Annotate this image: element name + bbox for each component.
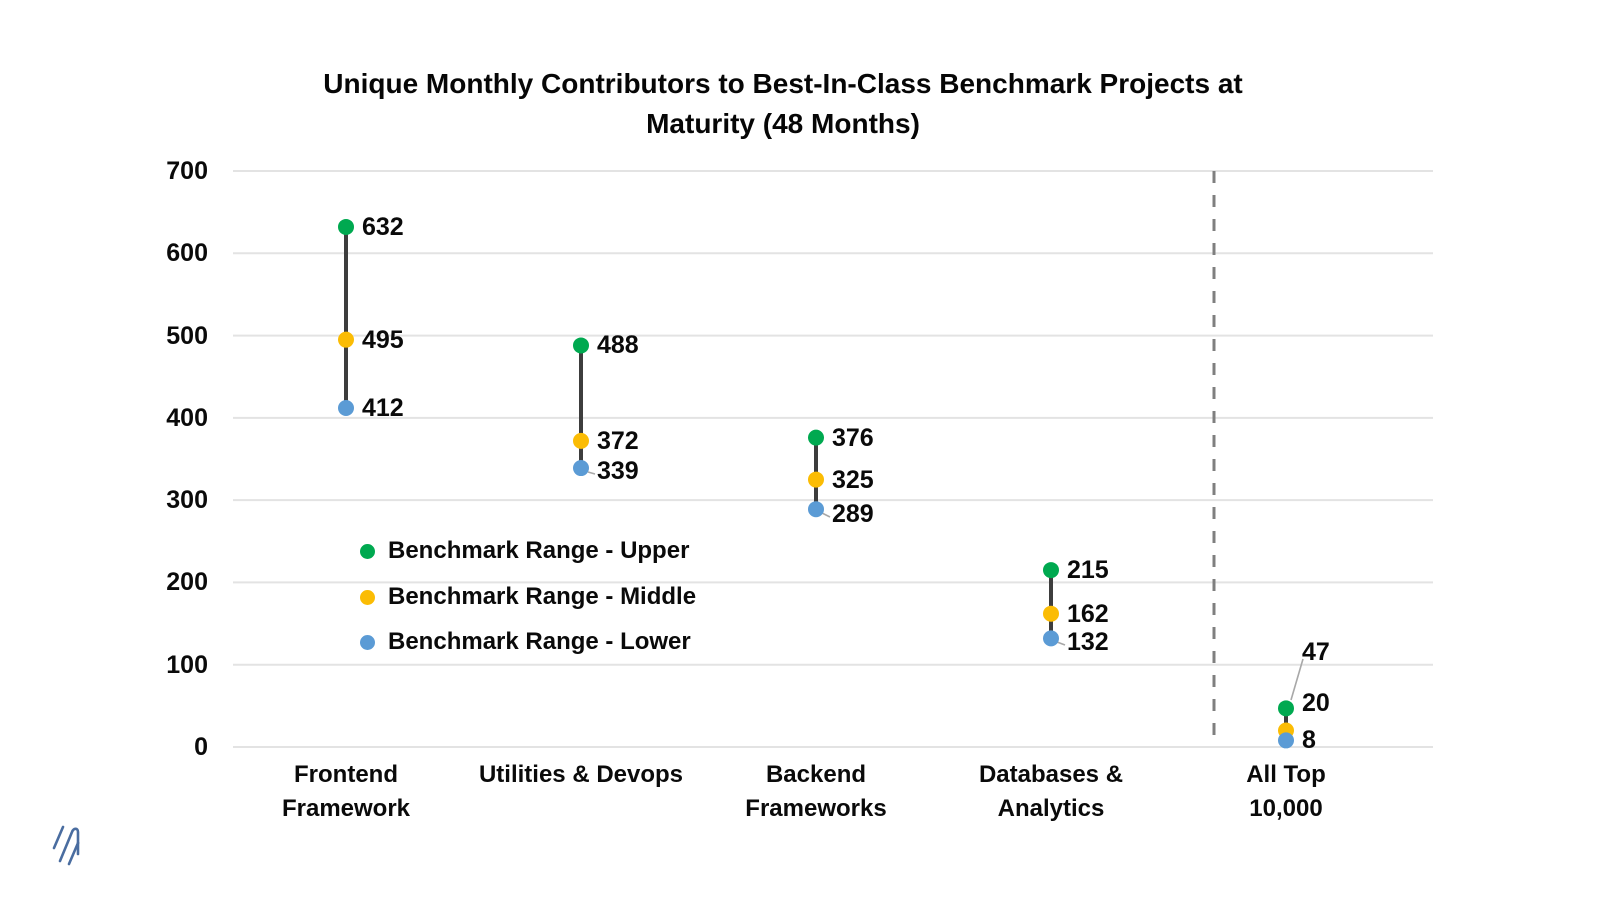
x-axis-label-line: Frontend bbox=[294, 761, 398, 788]
dot-lower-all-top-10-000 bbox=[1278, 732, 1294, 749]
data-label-upper-utilities-devops: 488 bbox=[597, 331, 639, 360]
y-axis-label-200: 200 bbox=[166, 568, 208, 597]
x-axis-label-line: All Top bbox=[1246, 761, 1326, 788]
dot-middle-databases-analytics bbox=[1043, 605, 1059, 622]
dot-upper-frontend-framework bbox=[338, 218, 354, 235]
data-label-middle-frontend-framework: 495 bbox=[362, 325, 404, 354]
chart-title-line-2: Maturity (48 Months) bbox=[646, 108, 920, 139]
dot-lower-databases-analytics bbox=[1043, 630, 1059, 647]
data-label-lower-backend-frameworks: 289 bbox=[832, 500, 874, 528]
legend-dot-2 bbox=[360, 589, 375, 605]
y-axis-label-100: 100 bbox=[166, 650, 208, 679]
data-label-lower-frontend-framework: 412 bbox=[362, 393, 404, 422]
chart-title-line-1: Unique Monthly Contributors to Best-In-C… bbox=[323, 68, 1243, 99]
legend-label-1: Benchmark Range - Upper bbox=[388, 537, 690, 564]
dot-middle-frontend-framework bbox=[338, 331, 354, 348]
y-axis-label-300: 300 bbox=[166, 486, 208, 515]
data-label-middle-backend-frameworks: 325 bbox=[832, 465, 874, 494]
legend-item-middle: Benchmark Range - Middle bbox=[360, 580, 696, 614]
x-axis-label-databases-analytics: Databases & Analytics bbox=[921, 758, 1181, 826]
x-axis-label-line: 10,000 bbox=[1249, 795, 1323, 822]
logo-mark bbox=[52, 825, 80, 866]
label-leader-1 bbox=[821, 512, 831, 518]
label-leader-3 bbox=[1290, 658, 1304, 701]
dot-middle-utilities-devops bbox=[573, 432, 589, 449]
x-axis-label-line: Utilities & Devops bbox=[478, 761, 684, 788]
logo-strokes bbox=[52, 825, 80, 866]
data-label-lower-databases-analytics: 132 bbox=[1067, 628, 1109, 656]
data-label-upper-databases-analytics: 215 bbox=[1067, 556, 1109, 585]
data-label-middle-databases-analytics: 162 bbox=[1067, 599, 1109, 628]
x-axis-label-backend-frameworks: Backend Frameworks bbox=[686, 758, 946, 826]
label-leader-2 bbox=[1056, 641, 1066, 646]
data-label-lower-utilities-devops: 339 bbox=[597, 457, 639, 485]
data-label-middle-utilities-devops: 372 bbox=[597, 426, 639, 455]
x-axis-label-utilities-devops: Utilities & Devops bbox=[451, 758, 711, 792]
y-axis-label-400: 400 bbox=[166, 403, 208, 432]
dot-upper-backend-frameworks bbox=[808, 429, 824, 446]
dot-upper-databases-analytics bbox=[1043, 562, 1059, 579]
legend-item-lower: Benchmark Range - Lower bbox=[360, 625, 691, 659]
data-label-upper-all-top-10-000: 47 bbox=[1302, 638, 1330, 666]
y-axis-label-700: 700 bbox=[166, 157, 208, 185]
y-axis-label-0: 0 bbox=[194, 733, 208, 761]
x-axis-label-frontend-framework: Frontend Framework bbox=[216, 758, 476, 826]
x-axis-label-all-top-10-000: All Top 10,000 bbox=[1156, 758, 1416, 826]
dot-upper-all-top-10-000 bbox=[1278, 700, 1294, 717]
legend-item-upper: Benchmark Range - Upper bbox=[360, 534, 689, 568]
data-label-middle-all-top-10-000: 20 bbox=[1302, 689, 1330, 717]
x-axis-label-line: Databases & bbox=[978, 761, 1124, 788]
label-leader-0 bbox=[587, 471, 596, 475]
y-axis-label-500: 500 bbox=[166, 321, 208, 350]
dot-lower-utilities-devops bbox=[573, 460, 589, 477]
dot-lower-frontend-framework bbox=[338, 399, 354, 416]
data-label-lower-all-top-10-000: 8 bbox=[1302, 726, 1316, 755]
chart-title: Unique Monthly Contributors to Best-In-C… bbox=[183, 64, 1383, 144]
x-axis-label-line: Frameworks bbox=[745, 795, 887, 822]
data-label-upper-backend-frameworks: 376 bbox=[832, 423, 874, 452]
legend-dot-1 bbox=[360, 543, 375, 559]
legend-label-3: Benchmark Range - Lower bbox=[388, 628, 691, 655]
legend-label-2: Benchmark Range - Middle bbox=[388, 583, 697, 610]
data-label-upper-frontend-framework: 632 bbox=[362, 212, 404, 241]
x-axis-label-line: Framework bbox=[281, 795, 411, 822]
dot-middle-backend-frameworks bbox=[808, 471, 824, 488]
dot-lower-backend-frameworks bbox=[808, 501, 824, 518]
y-axis-label-600: 600 bbox=[166, 239, 208, 268]
x-axis-label-line: Backend bbox=[765, 761, 867, 788]
dot-upper-utilities-devops bbox=[573, 337, 589, 354]
x-axis-label-line: Analytics bbox=[997, 795, 1105, 822]
legend-dot-3 bbox=[360, 634, 375, 650]
